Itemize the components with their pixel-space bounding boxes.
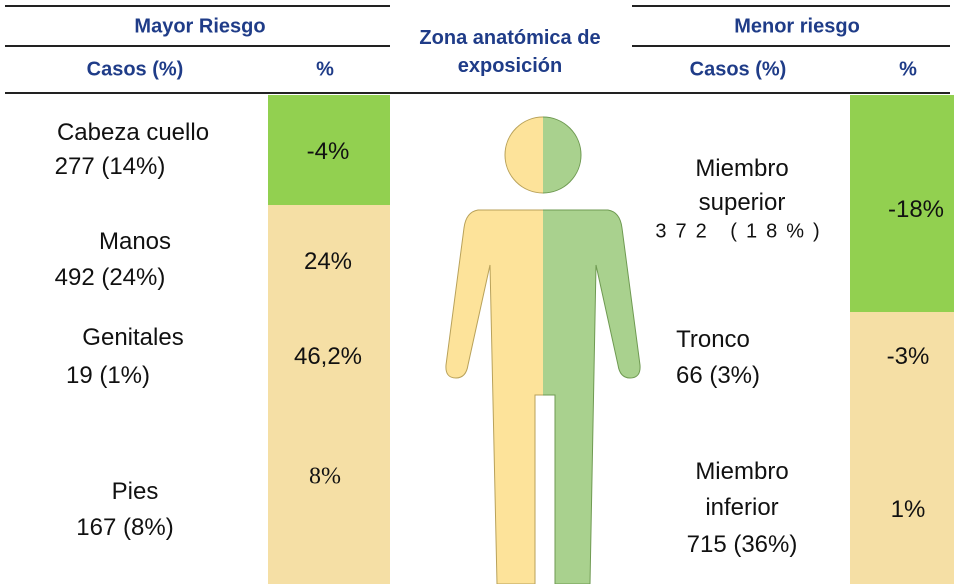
cases: 66 (3%): [675, 362, 761, 389]
zone: Tronco: [676, 326, 750, 353]
rule: [5, 45, 390, 47]
cases: 492 (24%): [54, 264, 166, 291]
pct: -3%: [886, 343, 930, 370]
header: Mayor Riesgo: [134, 15, 266, 38]
cases: 19 (1%): [65, 362, 151, 389]
subheader: Casos (%): [689, 58, 787, 81]
rule: [5, 5, 390, 7]
header: Menor riesgo: [734, 15, 860, 38]
subheader: Casos (%): [86, 58, 184, 81]
pct: 1%: [890, 496, 926, 523]
subheader: %: [316, 58, 334, 81]
pct: -18%: [887, 196, 945, 223]
pct: 8%: [309, 463, 341, 490]
cases: 372 (18%): [655, 220, 829, 243]
zone: Pies: [111, 478, 159, 505]
pct: -4%: [306, 138, 350, 165]
zone: Miembro inferior: [695, 458, 789, 521]
cell-bg: [268, 205, 390, 584]
cases: 167 (8%): [76, 514, 174, 541]
pct: 24%: [303, 248, 353, 275]
rule: [632, 45, 950, 47]
cell-bg: [850, 95, 954, 312]
subheader: %: [899, 58, 917, 81]
rule: [632, 5, 950, 7]
header: Zona anatómica de exposición: [419, 27, 601, 77]
pct: 46,2%: [293, 343, 363, 370]
cases: 277 (14%): [54, 153, 166, 180]
cell-bg: [850, 312, 954, 584]
rule: [5, 92, 950, 94]
zone: Miembro superior: [695, 155, 789, 216]
zone: Genitales: [82, 324, 184, 351]
cases: 715 (36%): [686, 531, 798, 558]
zone: Manos: [98, 228, 172, 255]
cell-bg: [268, 95, 390, 205]
zone: Cabeza cuello: [56, 119, 210, 146]
